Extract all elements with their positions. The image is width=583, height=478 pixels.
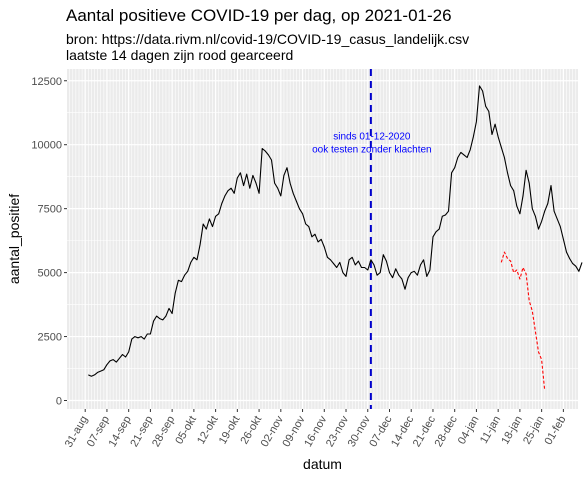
- reference-line-label: sinds 01-12-2020: [333, 132, 411, 143]
- x-axis-title: datum: [303, 456, 342, 472]
- minor-gridlines: [67, 69, 578, 409]
- y-tick-label: 10000: [31, 140, 62, 152]
- chart-subtitle-note: laatste 14 dagen zijn rood gearceerd: [66, 47, 294, 63]
- data-lines: [88, 85, 583, 391]
- reference-line-group: sinds 01-12-2020 ook testen zonder klacht…: [312, 69, 432, 409]
- chart-title: Aantal positieve COVID-19 per dag, op 20…: [66, 6, 452, 25]
- x-tick-label: 01-feb: [542, 414, 568, 447]
- x-tick-label: 28-dec: [433, 414, 460, 450]
- chart-subtitle-source: bron: https://data.rivm.nl/covid-19/COVI…: [66, 31, 470, 47]
- x-tick-label: 04-jan: [456, 414, 482, 446]
- y-tick-label: 5000: [38, 268, 62, 280]
- y-tick-label: 0: [56, 396, 62, 408]
- y-tick-label: 12500: [31, 76, 62, 88]
- y-tick-label: 2500: [38, 332, 62, 344]
- reference-line-label: ook testen zonder klachten: [312, 145, 432, 156]
- daily-positive-series-line: [88, 85, 583, 377]
- plot-panel: [67, 69, 578, 409]
- y-tick-label: 7500: [38, 204, 62, 216]
- x-axis-ticks: 31-aug07-sep14-sep21-sep28-sep05-okt12-o…: [63, 409, 568, 450]
- major-gridlines: [67, 69, 578, 409]
- y-axis-title: aantal_positief: [6, 194, 22, 284]
- y-axis-ticks: 0 2500 5000 7500 10000 12500: [31, 76, 67, 408]
